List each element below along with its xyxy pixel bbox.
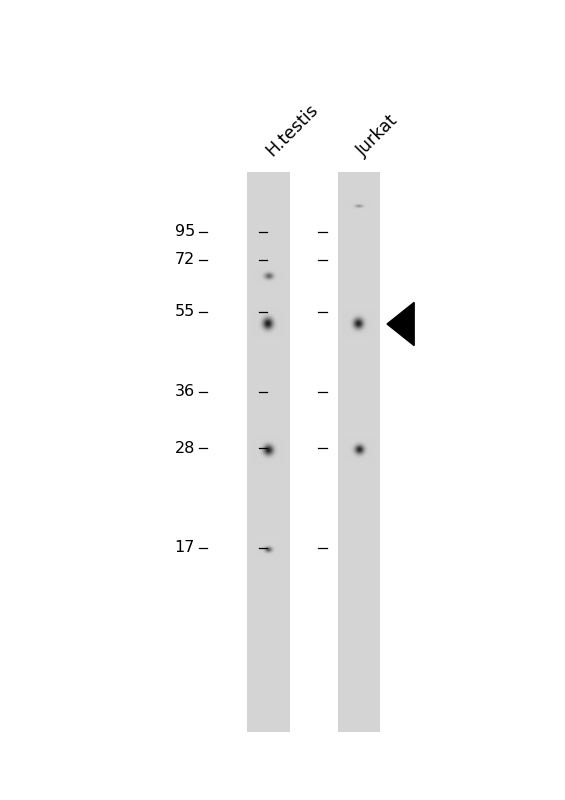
- Text: 28: 28: [175, 441, 195, 455]
- Text: 36: 36: [175, 385, 195, 399]
- Text: Jurkat: Jurkat: [353, 111, 402, 160]
- Text: 95: 95: [175, 225, 195, 239]
- Text: 72: 72: [175, 253, 195, 267]
- Text: 17: 17: [175, 541, 195, 555]
- Bar: [338, 172, 380, 732]
- Bar: [247, 172, 289, 732]
- Text: 55: 55: [175, 305, 195, 319]
- Text: H.testis: H.testis: [263, 101, 322, 160]
- Polygon shape: [387, 302, 414, 346]
